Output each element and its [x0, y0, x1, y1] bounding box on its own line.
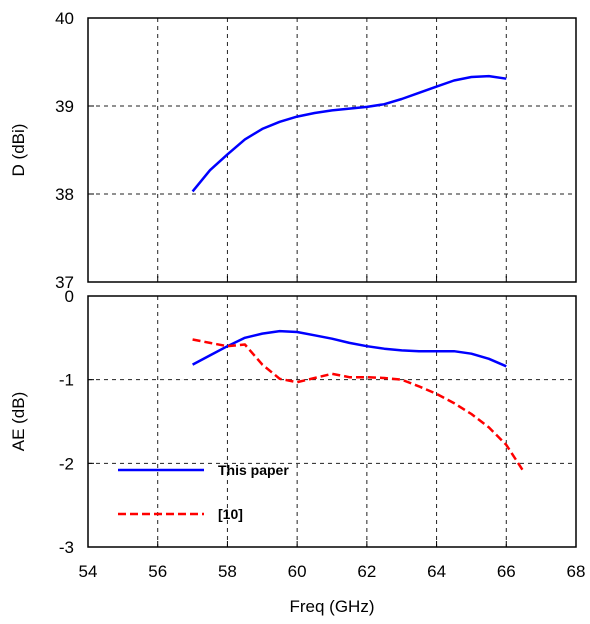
- series-line-10: [192, 338, 525, 473]
- series-line-this-paper: [192, 329, 507, 368]
- y-tick-label: 0: [65, 287, 74, 306]
- series-line-directivity: [191, 74, 507, 193]
- x-tick-label: 56: [148, 562, 167, 581]
- y-axis-label: AE (dB): [9, 392, 28, 452]
- y-tick-label: 37: [55, 273, 74, 292]
- y-tick-label: -2: [59, 454, 74, 473]
- y-axis-label: D (dBi): [9, 124, 28, 177]
- x-tick-label: 68: [567, 562, 586, 581]
- y-tick-label: 38: [55, 185, 74, 204]
- legend-label: [10]: [218, 506, 243, 522]
- y-tick-label: 39: [55, 97, 74, 116]
- plot-frame: [87, 295, 577, 548]
- aperture-efficiency-panel: -3 -2 -1 0 54 56 58 60 62 64 66 68 AE (dB) This paper…: [9, 287, 585, 581]
- y-tick-label: -3: [59, 538, 74, 557]
- directivity-panel: 37 38 39 40 D (dBi): [9, 9, 577, 292]
- plot-frame: [87, 17, 577, 283]
- legend: This paper [10]: [118, 462, 289, 522]
- y-tick-label: 40: [55, 9, 74, 28]
- x-tick-label: 66: [497, 562, 516, 581]
- x-tick-label: 62: [357, 562, 376, 581]
- x-axis-label: Freq (GHz): [290, 597, 375, 616]
- x-tick-label: 60: [288, 562, 307, 581]
- legend-label: This paper: [218, 462, 289, 478]
- x-tick-label: 54: [79, 562, 98, 581]
- x-tick-label: 58: [218, 562, 237, 581]
- y-tick-label: -1: [59, 371, 74, 390]
- x-tick-label: 64: [427, 562, 446, 581]
